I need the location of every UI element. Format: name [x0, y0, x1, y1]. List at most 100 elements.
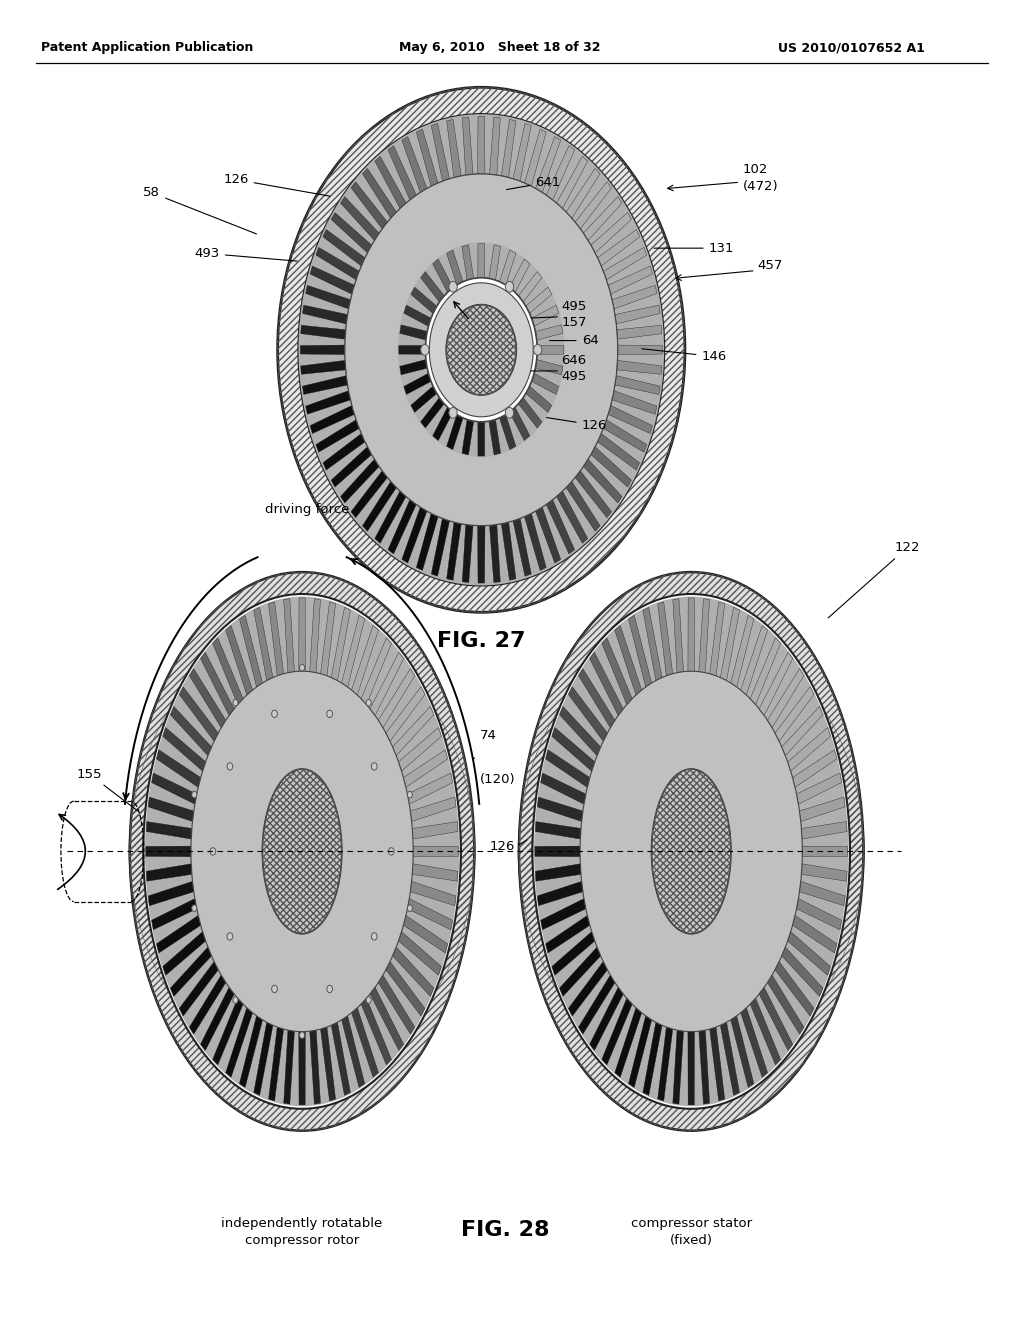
Polygon shape [309, 599, 321, 673]
Polygon shape [321, 1027, 336, 1101]
Ellipse shape [535, 597, 848, 1106]
Ellipse shape [143, 647, 461, 1056]
Circle shape [300, 1032, 304, 1039]
Polygon shape [315, 420, 359, 453]
Polygon shape [284, 1030, 295, 1104]
Polygon shape [579, 975, 615, 1034]
Polygon shape [301, 325, 346, 339]
Polygon shape [362, 482, 396, 531]
Polygon shape [598, 230, 640, 267]
Polygon shape [284, 599, 295, 673]
Circle shape [327, 985, 333, 993]
Polygon shape [408, 774, 453, 804]
Polygon shape [510, 407, 529, 441]
Polygon shape [323, 230, 365, 267]
Ellipse shape [580, 671, 803, 1032]
Polygon shape [802, 863, 847, 882]
Polygon shape [793, 915, 837, 953]
Polygon shape [616, 325, 662, 339]
Polygon shape [386, 961, 425, 1016]
Polygon shape [462, 420, 474, 455]
Polygon shape [536, 507, 561, 564]
Polygon shape [591, 446, 632, 487]
Polygon shape [740, 626, 768, 696]
Polygon shape [616, 360, 662, 375]
Ellipse shape [519, 630, 863, 1073]
Polygon shape [688, 598, 694, 672]
Text: 122: 122 [828, 541, 920, 618]
Polygon shape [225, 1007, 253, 1077]
Ellipse shape [446, 305, 516, 395]
Ellipse shape [345, 174, 617, 525]
Polygon shape [559, 946, 601, 997]
Polygon shape [759, 652, 793, 715]
Polygon shape [392, 946, 434, 997]
Polygon shape [800, 797, 845, 821]
Polygon shape [590, 987, 624, 1051]
Text: 146: 146 [642, 348, 727, 363]
Polygon shape [513, 519, 531, 577]
Polygon shape [568, 686, 607, 742]
Polygon shape [170, 946, 212, 997]
Circle shape [408, 906, 413, 912]
Polygon shape [413, 846, 459, 857]
Polygon shape [488, 420, 501, 455]
Polygon shape [614, 626, 642, 696]
Text: (120): (120) [480, 772, 515, 785]
Circle shape [191, 906, 197, 912]
Polygon shape [556, 491, 588, 544]
Text: 74: 74 [480, 729, 497, 742]
Polygon shape [254, 607, 273, 681]
Polygon shape [536, 359, 563, 375]
Polygon shape [299, 1031, 305, 1105]
Polygon shape [513, 123, 531, 181]
Circle shape [232, 997, 238, 1003]
Circle shape [271, 710, 278, 718]
Polygon shape [401, 136, 427, 193]
Polygon shape [146, 821, 191, 840]
Polygon shape [240, 1016, 262, 1088]
Text: 646: 646 [561, 354, 587, 367]
Circle shape [372, 763, 377, 770]
Polygon shape [603, 247, 647, 280]
Polygon shape [546, 750, 590, 788]
Polygon shape [323, 433, 365, 470]
Text: compressor stator
(fixed): compressor stator (fixed) [631, 1217, 752, 1247]
Polygon shape [401, 507, 427, 564]
Polygon shape [411, 387, 437, 412]
Polygon shape [331, 607, 350, 681]
Polygon shape [566, 482, 600, 531]
Polygon shape [629, 1016, 651, 1088]
Ellipse shape [519, 572, 863, 1131]
Polygon shape [531, 374, 559, 395]
Polygon shape [403, 374, 431, 395]
Polygon shape [673, 599, 684, 673]
Polygon shape [411, 797, 456, 821]
Circle shape [367, 997, 372, 1003]
Polygon shape [342, 1016, 365, 1088]
Polygon shape [399, 359, 427, 375]
Polygon shape [518, 272, 542, 302]
Polygon shape [767, 669, 804, 727]
Text: 126: 126 [547, 417, 607, 432]
Polygon shape [575, 182, 611, 228]
Polygon shape [643, 1022, 663, 1096]
Polygon shape [524, 129, 546, 186]
Polygon shape [787, 932, 830, 975]
Polygon shape [388, 500, 417, 554]
Polygon shape [370, 987, 403, 1051]
Polygon shape [541, 774, 586, 804]
Ellipse shape [398, 243, 564, 457]
Polygon shape [477, 525, 485, 583]
Text: 126: 126 [223, 173, 330, 197]
Polygon shape [688, 1031, 694, 1105]
Ellipse shape [345, 174, 617, 525]
Polygon shape [525, 387, 552, 412]
Polygon shape [403, 305, 431, 326]
Polygon shape [300, 345, 345, 355]
Ellipse shape [298, 114, 665, 586]
Circle shape [534, 345, 542, 355]
Polygon shape [751, 998, 780, 1065]
Polygon shape [342, 615, 365, 686]
Polygon shape [617, 345, 663, 355]
